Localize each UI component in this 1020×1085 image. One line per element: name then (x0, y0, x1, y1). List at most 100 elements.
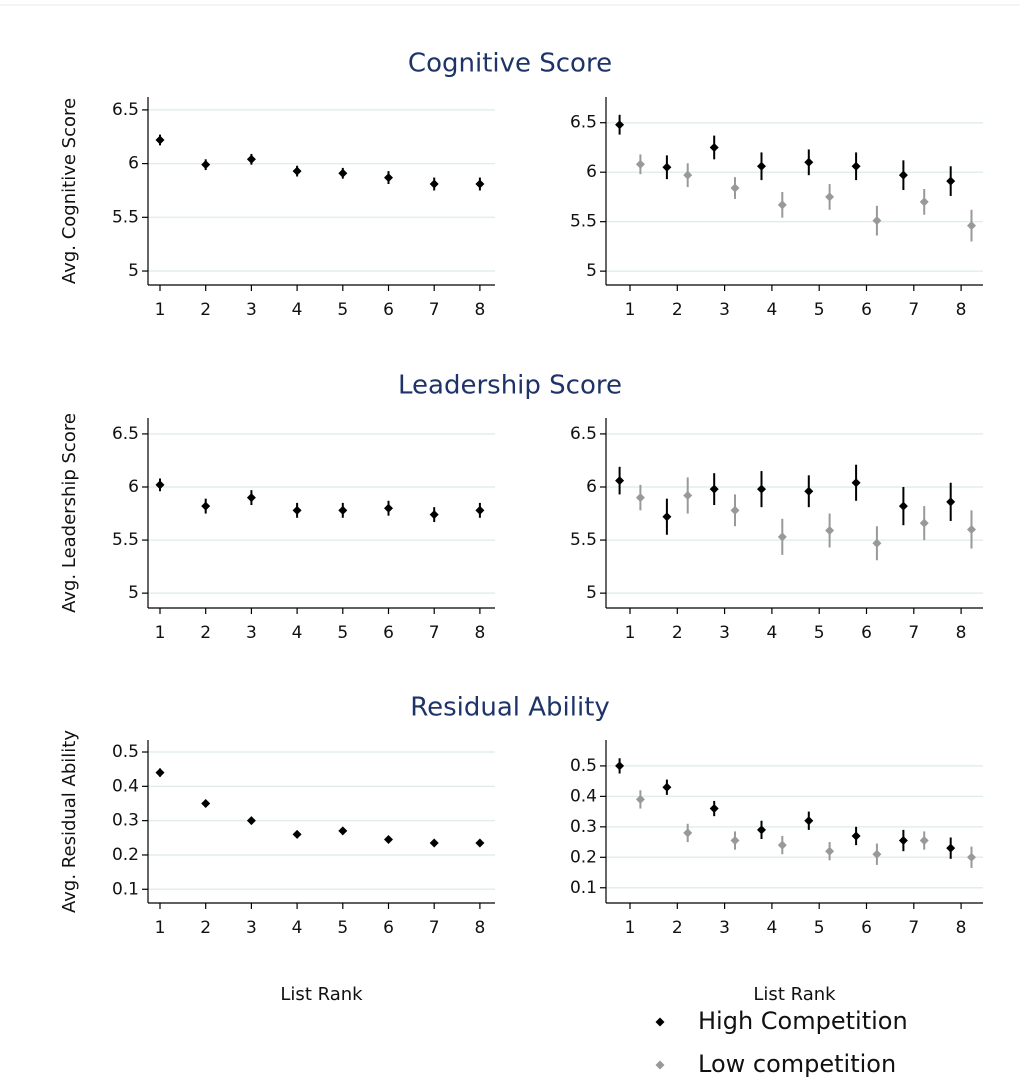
point (777, 532, 787, 542)
point (804, 486, 814, 496)
y-tick-label: 0.5 (112, 742, 139, 762)
point (709, 804, 719, 814)
point (709, 142, 719, 152)
point (338, 168, 348, 178)
x-tick-label: 7 (908, 623, 919, 643)
chart-title: Residual Ability (410, 693, 610, 723)
point (919, 197, 929, 207)
y-tick-label: 6.5 (112, 424, 139, 444)
y-tick-label: 0.3 (112, 811, 139, 831)
y-tick-label: 6.5 (570, 424, 597, 444)
point (662, 782, 672, 792)
x-tick-label: 1 (625, 623, 636, 643)
y-tick-label: 0.1 (570, 878, 597, 898)
y-tick-label: 0.4 (112, 776, 139, 796)
point (429, 179, 439, 189)
point (201, 160, 211, 170)
point (730, 836, 740, 846)
x-tick-label: 7 (429, 623, 440, 643)
y-tick-label: 0.4 (570, 786, 597, 806)
x-tick-label: 6 (861, 623, 872, 643)
x-tick-label: 1 (625, 918, 636, 938)
point (872, 849, 882, 859)
point (292, 166, 302, 176)
x-tick-label: 8 (474, 623, 485, 643)
y-tick-label: 0.1 (112, 879, 139, 899)
point (201, 798, 211, 808)
point (777, 200, 787, 210)
point (898, 836, 908, 846)
x-tick-label: 7 (429, 918, 440, 938)
y-tick-label: 6 (128, 477, 139, 497)
x-tick-label: 5 (814, 300, 825, 320)
legend-label: High Competition (698, 1007, 908, 1035)
y-tick-label: 6 (128, 154, 139, 174)
point (292, 829, 302, 839)
y-tick-label: 5 (128, 261, 139, 281)
point (662, 512, 672, 522)
point (384, 503, 393, 513)
y-tick-label: 5 (128, 583, 139, 603)
x-tick-label: 2 (672, 623, 683, 643)
point (756, 161, 766, 171)
x-axis-label: List Rank (280, 984, 363, 1005)
point (635, 493, 645, 503)
x-tick-label: 6 (861, 300, 872, 320)
point (851, 831, 861, 841)
x-tick-label: 2 (672, 918, 683, 938)
y-axis-label: Avg. Cognitive Score (59, 98, 80, 284)
point (967, 221, 977, 231)
point (756, 825, 766, 835)
x-tick-label: 4 (292, 918, 303, 938)
x-tick-label: 4 (766, 300, 777, 320)
point (683, 490, 693, 500)
x-tick-label: 1 (155, 918, 166, 938)
point (804, 157, 814, 167)
x-tick-label: 1 (155, 300, 166, 320)
x-tick-label: 3 (719, 623, 730, 643)
point (872, 538, 882, 548)
x-tick-label: 3 (719, 300, 730, 320)
point (338, 826, 348, 836)
point (851, 478, 861, 488)
x-tick-label: 5 (337, 623, 348, 643)
point (246, 816, 256, 826)
point (919, 518, 929, 528)
x-tick-label: 7 (429, 300, 440, 320)
point (615, 761, 625, 771)
y-tick-label: 0.2 (570, 847, 597, 867)
point (730, 505, 740, 515)
y-tick-label: 6.5 (112, 100, 139, 120)
point (967, 852, 977, 862)
point (662, 162, 672, 172)
x-tick-label: 4 (292, 300, 303, 320)
point (155, 480, 165, 490)
point (967, 524, 977, 534)
y-tick-label: 6.5 (570, 113, 597, 133)
point (429, 838, 439, 848)
point (825, 192, 835, 202)
x-tick-label: 5 (814, 623, 825, 643)
x-tick-label: 7 (908, 300, 919, 320)
x-tick-label: 8 (956, 918, 967, 938)
x-tick-label: 8 (474, 300, 485, 320)
point (615, 476, 625, 486)
x-tick-label: 4 (292, 623, 303, 643)
x-axis-label: List Rank (753, 984, 836, 1005)
point (919, 836, 929, 846)
point (429, 510, 439, 520)
legend-marker (655, 1060, 665, 1070)
chart-title: Leadership Score (398, 371, 622, 401)
point (777, 840, 787, 850)
x-tick-label: 1 (625, 300, 636, 320)
point (246, 493, 256, 503)
x-tick-label: 3 (246, 918, 257, 938)
y-tick-label: 5 (586, 261, 597, 281)
point (475, 505, 485, 515)
legend-marker (655, 1017, 665, 1027)
y-tick-label: 6 (586, 477, 597, 497)
x-tick-label: 8 (474, 918, 485, 938)
chart-title: Cognitive Score (408, 49, 612, 79)
y-tick-label: 5.5 (570, 530, 597, 550)
